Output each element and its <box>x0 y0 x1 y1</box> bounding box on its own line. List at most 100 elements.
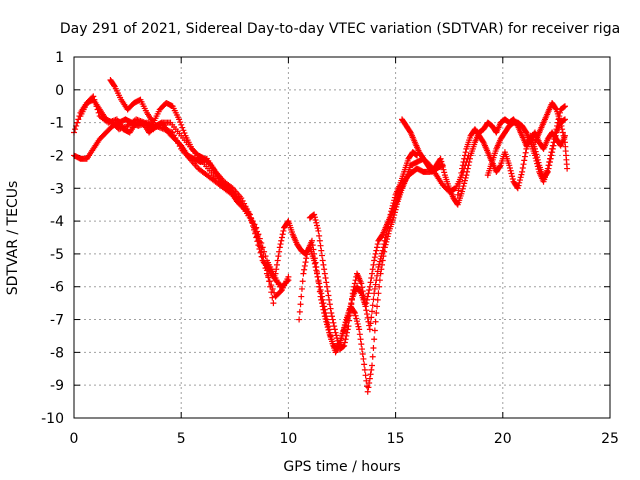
data-point <box>308 237 315 244</box>
data-point <box>248 219 255 226</box>
data-point <box>329 316 336 323</box>
data-point <box>370 261 377 268</box>
data-point <box>439 161 446 168</box>
data-point <box>371 257 378 264</box>
data-point <box>296 316 303 323</box>
data-point <box>455 187 462 194</box>
data-point <box>464 165 471 172</box>
y-tick-label: 1 <box>55 50 64 66</box>
data-point <box>75 116 82 123</box>
data-point <box>366 287 373 294</box>
data-point <box>372 281 379 288</box>
data-point <box>364 388 371 395</box>
data-point <box>319 257 326 264</box>
data-point <box>323 283 330 290</box>
data-point <box>559 129 566 136</box>
y-tick-label: -7 <box>50 313 64 329</box>
data-point <box>341 322 348 329</box>
data-point <box>465 162 472 169</box>
data-point <box>344 326 351 333</box>
data-point <box>300 270 307 277</box>
data-point <box>551 136 558 143</box>
data-point <box>356 331 363 338</box>
data-point <box>535 166 542 173</box>
data-point <box>95 109 102 116</box>
data-point <box>301 266 308 273</box>
data-point <box>276 244 283 251</box>
data-point <box>93 103 100 110</box>
data-point <box>550 139 557 146</box>
data-point <box>373 309 380 316</box>
data-point <box>552 105 559 112</box>
data-point <box>269 294 276 301</box>
data-point <box>382 234 389 241</box>
data-point <box>440 166 447 173</box>
data-point <box>558 122 565 129</box>
data-point <box>361 295 368 302</box>
data-point <box>359 284 366 291</box>
data-point <box>179 124 186 131</box>
data-point <box>391 197 398 204</box>
series-trace-9 <box>454 116 568 198</box>
data-point <box>247 215 254 222</box>
y-tick-label: -1 <box>50 116 64 132</box>
data-point <box>384 227 391 234</box>
data-point <box>311 255 318 262</box>
data-point <box>277 288 284 295</box>
data-point <box>368 366 375 373</box>
data-point <box>312 216 319 223</box>
data-point <box>178 121 185 128</box>
data-point <box>384 224 391 231</box>
data-point <box>318 296 325 303</box>
data-point <box>265 274 272 281</box>
data-point <box>321 266 328 273</box>
data-point <box>320 306 327 313</box>
data-point <box>391 209 398 216</box>
data-point <box>466 155 473 162</box>
data-point <box>437 155 444 162</box>
data-point <box>326 296 333 303</box>
data-point <box>461 177 468 184</box>
data-point <box>331 323 338 330</box>
data-point <box>345 323 352 330</box>
data-point <box>461 180 468 187</box>
data-point <box>374 272 381 279</box>
data-point <box>379 247 386 254</box>
data-point <box>546 155 553 162</box>
data-point <box>362 303 369 310</box>
data-point <box>548 149 555 156</box>
data-point <box>347 306 354 313</box>
data-point <box>356 326 363 333</box>
data-point <box>373 277 380 284</box>
data-point <box>371 254 378 261</box>
data-point <box>366 283 373 290</box>
series-trace-10 <box>484 103 568 185</box>
data-point <box>328 313 335 320</box>
data-point <box>316 237 323 244</box>
data-point <box>368 274 375 281</box>
data-point <box>354 318 361 325</box>
data-point <box>320 261 327 268</box>
data-point <box>372 250 379 257</box>
data-point <box>74 119 81 126</box>
data-point <box>389 202 396 209</box>
data-point <box>518 171 525 178</box>
data-point <box>280 227 287 234</box>
data-point <box>91 96 98 103</box>
data-point <box>367 371 374 378</box>
data-point <box>273 261 280 268</box>
data-point <box>257 249 264 256</box>
data-point <box>461 155 468 162</box>
data-point <box>394 201 401 208</box>
data-point <box>509 173 516 180</box>
data-point <box>360 355 367 362</box>
data-point <box>534 160 541 167</box>
grid-lines <box>74 57 610 418</box>
data-point <box>371 327 378 334</box>
data-point <box>246 211 253 218</box>
data-point <box>278 237 285 244</box>
x-axis-label: GPS time / hours <box>283 459 400 475</box>
data-point <box>316 283 323 290</box>
data-point <box>521 157 528 164</box>
